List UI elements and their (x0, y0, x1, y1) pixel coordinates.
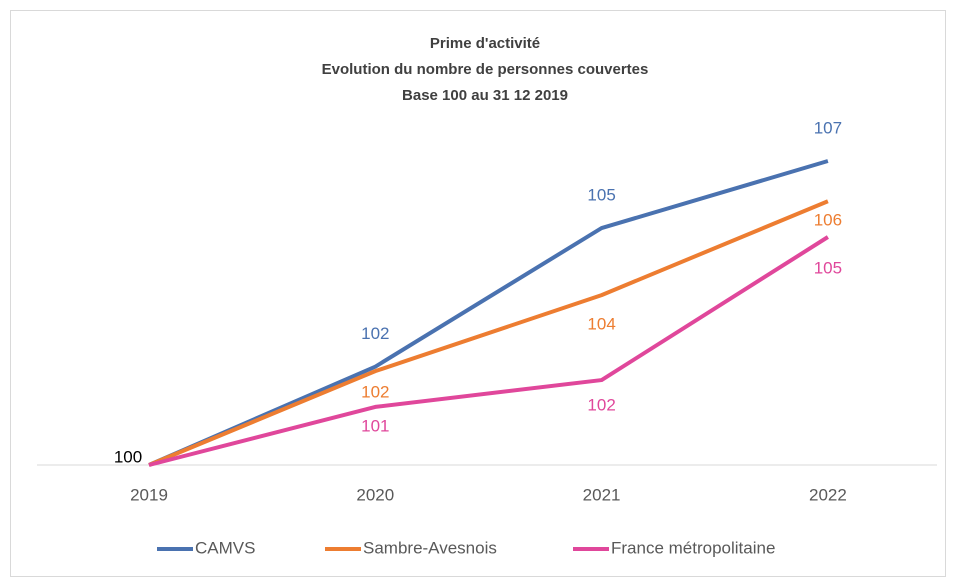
data-label: 102 (361, 324, 389, 343)
x-tick-label: 2022 (809, 485, 847, 504)
chart-title: Prime d'activité (430, 35, 540, 52)
series-line (148, 199, 829, 467)
x-tick-label: 2019 (130, 485, 168, 504)
series-line (148, 159, 829, 467)
data-label: 106 (814, 211, 842, 230)
chart-title: Evolution du nombre de personnes couvert… (322, 61, 649, 78)
chart-title: Base 100 au 31 12 2019 (402, 87, 568, 104)
data-label: 100 (114, 447, 142, 466)
chart-border (10, 10, 946, 577)
x-tick-label: 2020 (356, 485, 394, 504)
data-label: 101 (361, 416, 389, 435)
data-label: 107 (814, 118, 842, 137)
data-label: 102 (587, 396, 615, 415)
data-label: 104 (587, 315, 615, 334)
legend-label: CAMVS (195, 538, 255, 557)
data-label: 102 (361, 383, 389, 402)
data-label: 105 (814, 258, 842, 277)
x-tick-label: 2021 (583, 485, 621, 504)
series-line (148, 235, 829, 467)
legend-label: France métropolitaine (611, 538, 775, 557)
legend-label: Sambre-Avesnois (363, 538, 497, 557)
data-label: 105 (587, 186, 615, 205)
